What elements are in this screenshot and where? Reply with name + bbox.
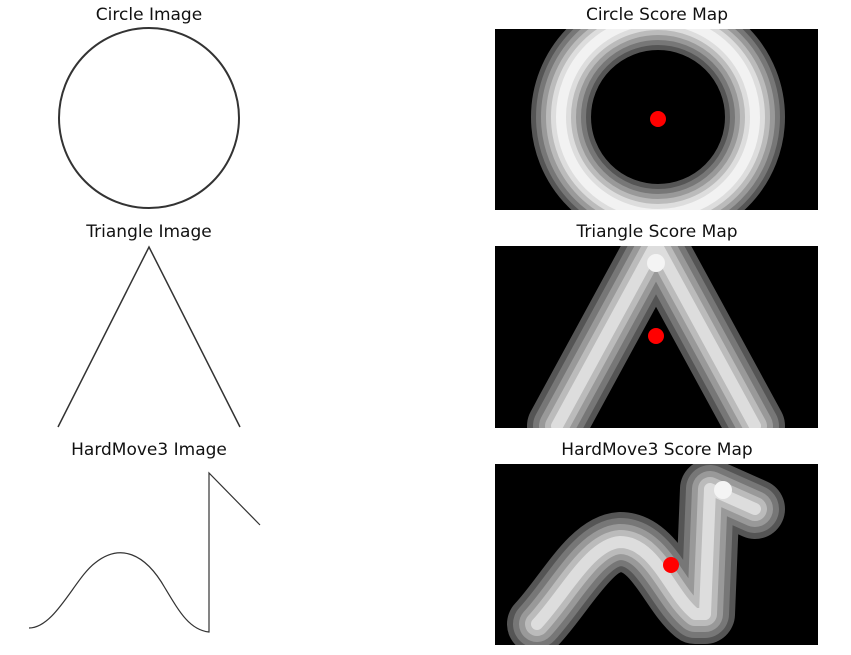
hardmove3-shape [28,471,261,633]
circle-shape [58,27,240,209]
triangle-score-map [495,246,818,428]
circle-image-panel [55,27,245,212]
hardmove3-score-peak-marker [663,557,679,573]
circle-score-map-title: Circle Score Map [585,5,729,25]
triangle-image-panel [55,244,245,430]
triangle-score-map-title: Triangle Score Map [576,222,738,242]
circle-image-title: Circle Image [95,5,203,25]
circle-score-map [495,29,818,210]
hardmove3-image-panel [25,468,265,638]
hardmove3-score-map [495,464,818,645]
hardmove3-score-map-title: HardMove3 Score Map [561,440,753,460]
triangle-score-peak-marker [648,328,664,344]
triangle-shape [57,245,241,428]
hardmove3-image-title: HardMove3 Image [71,440,227,460]
circle-score-peak-marker [650,111,666,127]
triangle-image-title: Triangle Image [86,222,212,242]
